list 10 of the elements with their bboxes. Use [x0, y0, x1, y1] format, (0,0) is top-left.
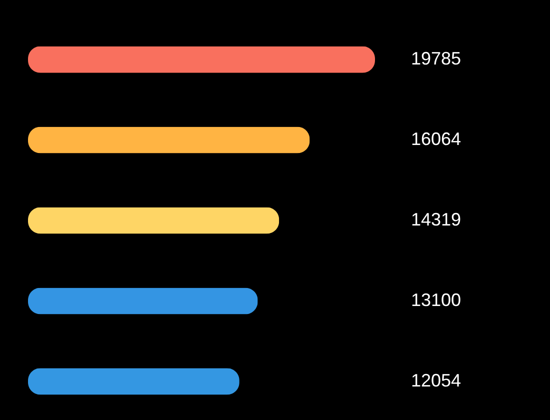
data-label: 13100 [411, 290, 462, 310]
data-label: 19785 [411, 48, 462, 69]
bar [28, 46, 375, 73]
bar [28, 288, 258, 314]
data-label: 12054 [411, 370, 462, 390]
bar [28, 126, 310, 154]
data-label: 14319 [411, 210, 462, 230]
bar [28, 207, 280, 234]
data-label: 16064 [411, 129, 462, 150]
bar [28, 368, 240, 395]
